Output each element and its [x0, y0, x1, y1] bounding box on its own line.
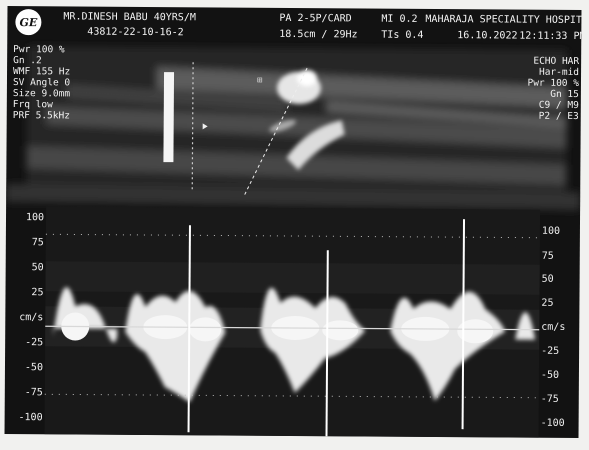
exam-time: 12:11:33 PM [519, 30, 582, 43]
baseline [45, 325, 540, 331]
mi-label: MI 0.2 [381, 13, 418, 25]
param-pwr: Pwr 100 % [13, 44, 65, 56]
scale-tick: 50 [31, 262, 44, 274]
param-frq: Frq low [12, 99, 53, 111]
probe-label: PA 2-5P/CARD [279, 12, 352, 25]
param-sv-angle: SV Angle 0 [12, 77, 71, 89]
scale-tick: 100 [25, 212, 45, 224]
scale-tick: 100 [541, 225, 561, 237]
scale-tick: -25 [25, 337, 44, 349]
param-pe: P2 / E3 [538, 110, 579, 122]
bmode-image [6, 46, 581, 211]
scale-tick: 75 [541, 250, 554, 262]
scale-tick: -25 [541, 345, 560, 357]
scale-tick: -50 [24, 362, 44, 374]
ultrasound-screen: ⊞ [4, 6, 582, 438]
depth-dots [191, 62, 194, 193]
right-parameters: ECHO HAR Har-mid Pwr 100 % Gn 15 C9 / M9… [527, 56, 579, 122]
scale-tick: -75 [24, 387, 43, 399]
param-gn-right: Gn 15 [550, 88, 579, 100]
param-gn: Gn .2 [13, 55, 42, 67]
marker-arrow [202, 123, 208, 130]
scale-unit: cm/s [19, 312, 44, 324]
image-layer: ⊞ [6, 46, 581, 438]
depth-label: 18.5cm / 29Hz [279, 28, 358, 41]
scale-tick: -100 [540, 417, 565, 429]
scale-tick: 50 [541, 273, 554, 285]
gain-bar [163, 72, 175, 163]
scale-tick: 75 [31, 237, 44, 249]
param-cm: C9 / M9 [538, 99, 579, 111]
scale-tick: 25 [31, 287, 44, 299]
scale-tick: 25 [541, 297, 554, 309]
doppler-spectrum [44, 206, 541, 438]
left-parameters: Pwr 100 % Gn .2 WMF 155 Hz SV Angle 0 Si… [13, 44, 71, 121]
scale-tick: -50 [540, 369, 560, 381]
exam-date: 16.10.2022 [457, 30, 518, 42]
bright-echo [269, 70, 345, 171]
param-size: Size 9.0mm [12, 88, 71, 100]
param-prf: PRF 5.5kHz [12, 110, 70, 122]
probe-icon: ⊞ [257, 76, 262, 86]
scale-tick: -100 [18, 412, 43, 424]
param-echo: ECHO HAR [533, 55, 580, 67]
param-pwr-right: Pwr 100 % [527, 77, 580, 89]
patient-id: 43812-22-10-16-2 [87, 26, 184, 39]
param-wmf: WMF 155 Hz [13, 66, 71, 78]
ge-logo: GE [15, 9, 42, 36]
scale-tick: -75 [540, 393, 559, 405]
scale-unit: cm/s [541, 321, 566, 333]
patient-name: MR.DINESH BABU 40YRS/M [63, 11, 196, 24]
hospital-name: MAHARAJA SPECIALITY HOSPITA [425, 13, 582, 27]
tis-label: TIs 0.4 [381, 29, 424, 41]
param-har: Har-mid [538, 66, 580, 78]
